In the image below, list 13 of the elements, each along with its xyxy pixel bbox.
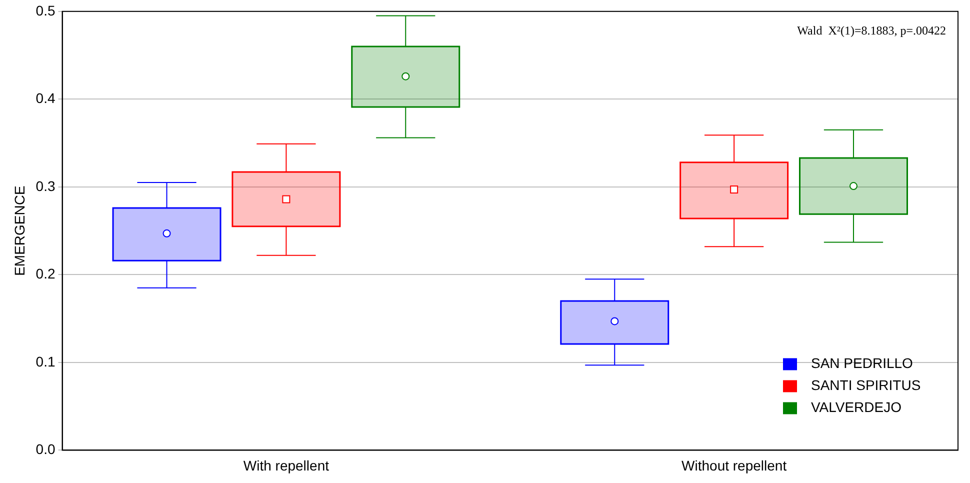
legend-label: SAN PEDRILLO (811, 355, 914, 372)
legend-label: SANTI SPIRITUS (811, 377, 921, 394)
annotation: Wald X²(1)=8.1883, p=.00422 (797, 24, 946, 38)
x-tick-label: With repellent (243, 457, 330, 474)
y-tick-label: 0.5 (36, 2, 56, 18)
y-axis-title: EMERGENCE (11, 186, 28, 276)
y-tick-label: 0.4 (36, 90, 56, 106)
x-tick-label: Without repellent (682, 457, 787, 474)
legend-label: VALVERDEJO (811, 399, 902, 416)
y-tick-label: 0.2 (36, 266, 56, 282)
y-tick-label: 0.1 (36, 353, 56, 370)
y-tick-label: 0.0 (36, 441, 56, 458)
y-tick-label: 0.3 (36, 178, 56, 194)
